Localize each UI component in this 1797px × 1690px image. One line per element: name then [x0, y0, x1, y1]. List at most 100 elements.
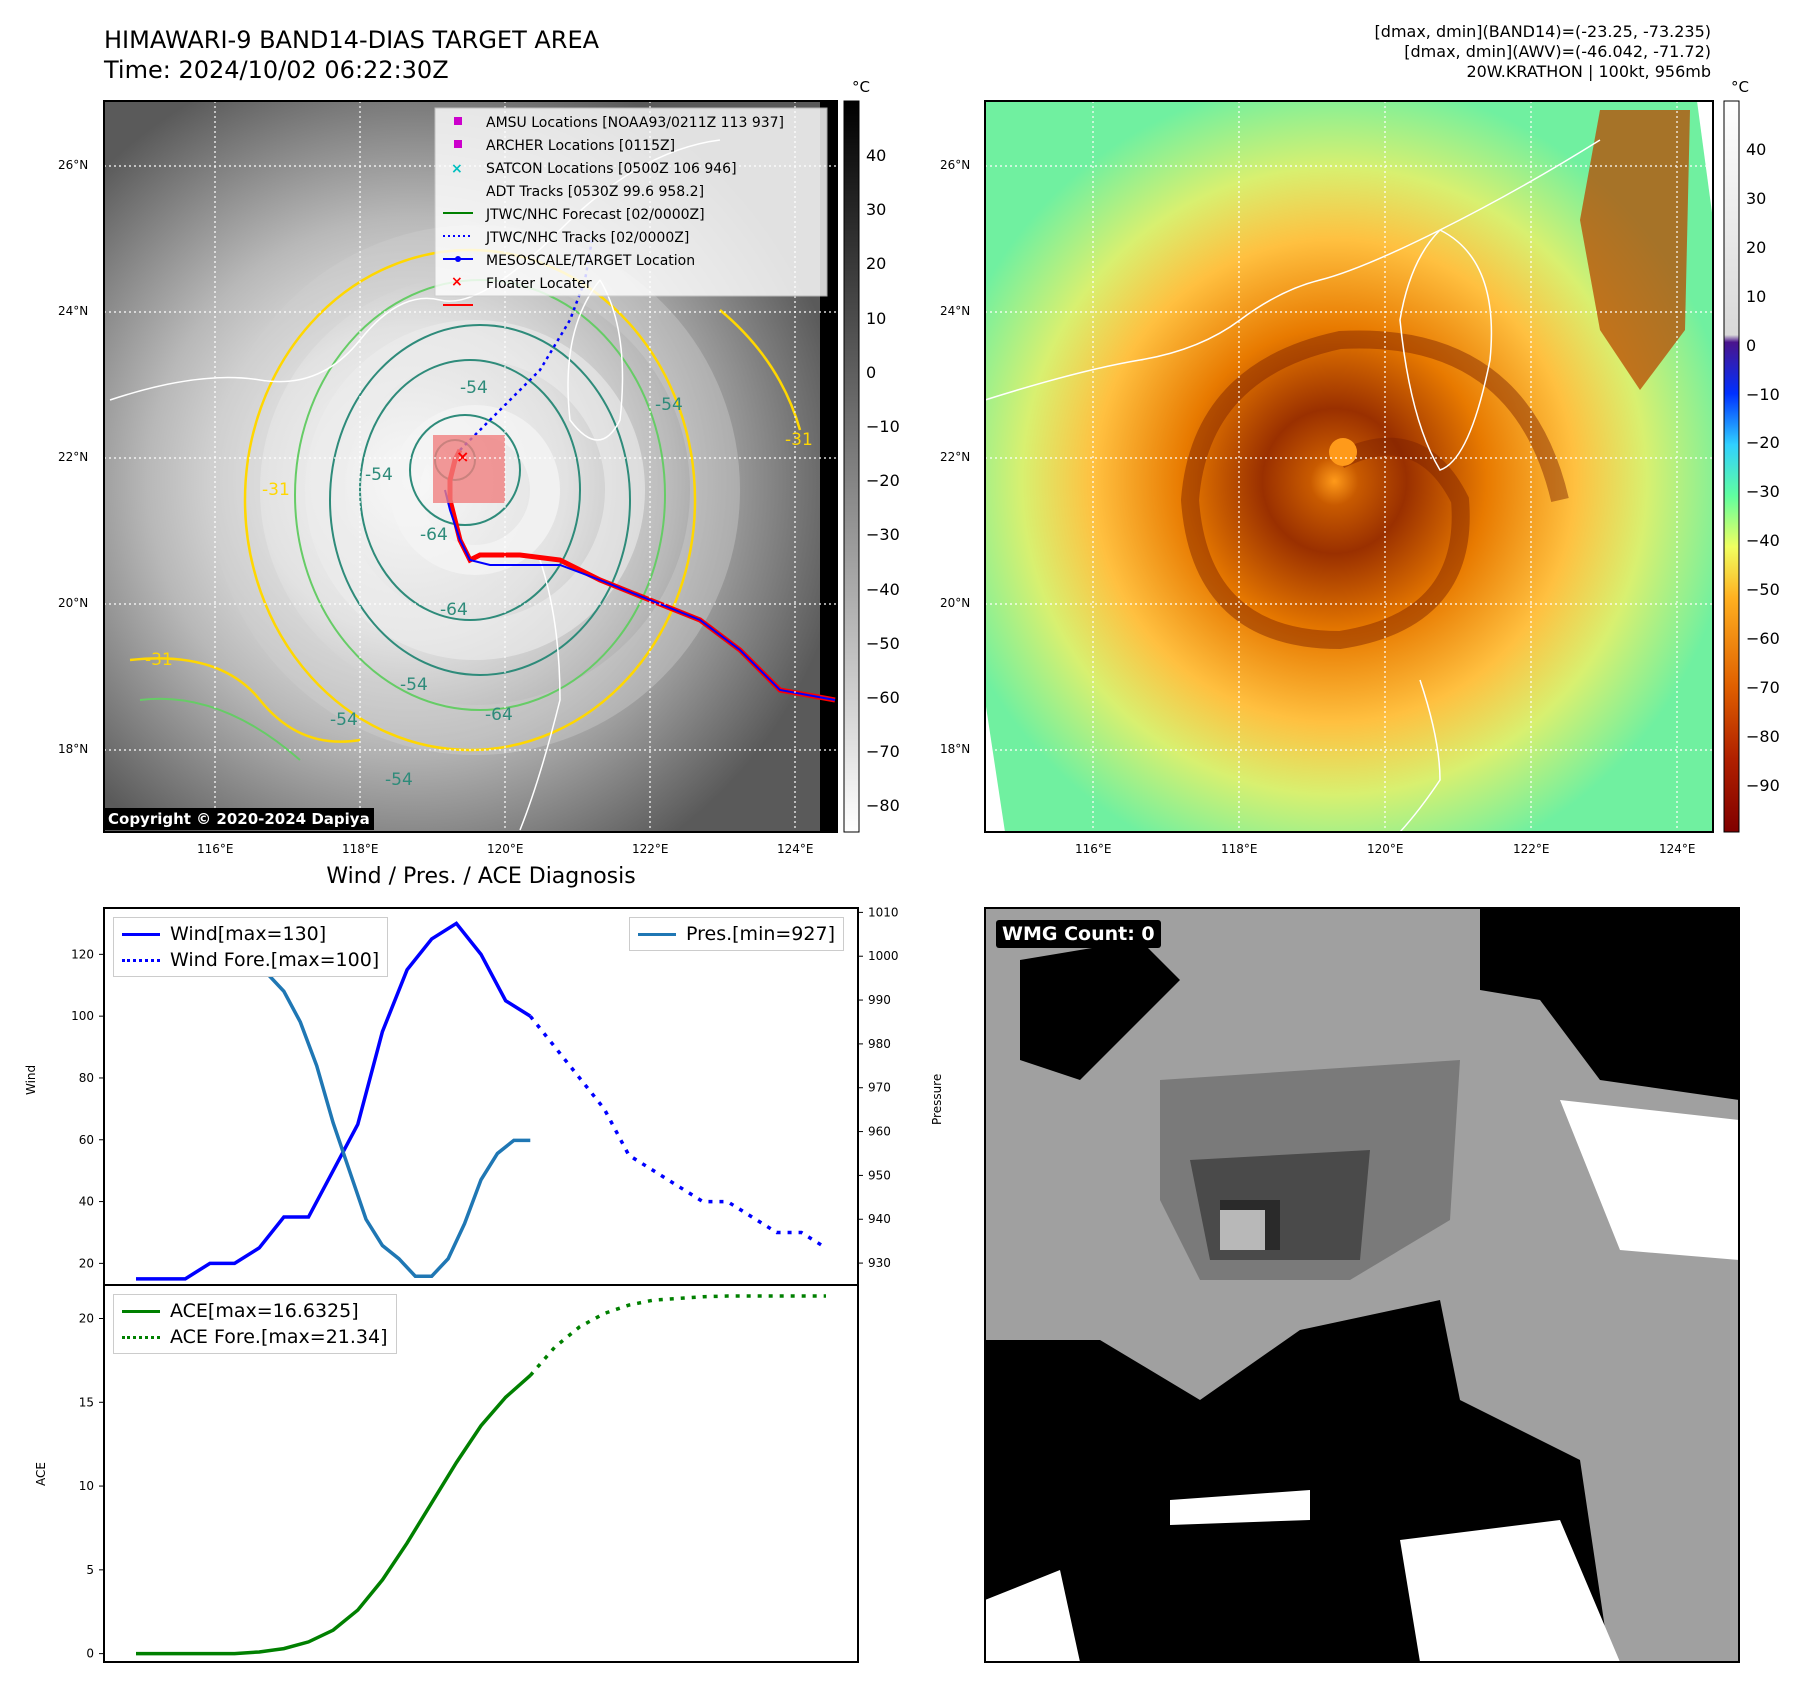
ace-ytick-label: 10 [79, 1479, 94, 1493]
lon-label: 124°E [1659, 842, 1696, 856]
wind-ytick-label: 20 [79, 1256, 94, 1270]
ace-ytick-label: 15 [79, 1395, 94, 1409]
ace-ytick-label: 5 [86, 1563, 94, 1577]
lat-label: 22°N [940, 450, 971, 464]
lat-label: 20°N [58, 596, 89, 610]
lat-label: 26°N [58, 158, 89, 172]
pressure-ytick-label: 1010 [868, 905, 899, 919]
lat-label: 24°N [940, 304, 971, 318]
right-gridlines [985, 101, 1713, 832]
colorbar-tick: 40 [866, 146, 887, 165]
legend-ace-forecast: ACE Fore.[max=21.34] [122, 1324, 388, 1350]
pressure-axis-label: Pressure [930, 1073, 944, 1125]
colorbar-tick: 10 [866, 308, 887, 328]
ace-series-0 [136, 1374, 532, 1656]
colorbar-tick: 30 [866, 200, 887, 220]
ace-axis-label: ACE [34, 1462, 48, 1486]
wind-axis-label: Wind [24, 1064, 38, 1095]
colorbar-tick: 10 [1746, 286, 1767, 306]
dmax-awv: [dmax, dmin](AWV)=(-46.042, -71.72) [1404, 42, 1711, 61]
pressure-ytick-label: 990 [868, 993, 891, 1007]
colorbar-tick: −70 [1746, 677, 1780, 697]
pressure-ytick-label: 970 [868, 1081, 891, 1095]
legend-target: MESOSCALE/TARGET Location [486, 253, 696, 269]
wind-series-0 [136, 921, 532, 1281]
left-colorbar [843, 100, 860, 833]
contour-label: -31 [262, 480, 290, 500]
legend-satcon: SATCON Locations [0500Z 106 946] [486, 161, 737, 177]
wind-ytick-label: 100 [71, 1009, 94, 1023]
lon-label: 118°E [1221, 842, 1258, 856]
colorbar-tick: −20 [866, 471, 900, 491]
ace-ytick-label: 0 [86, 1647, 94, 1661]
target-marker: × [456, 447, 469, 466]
dmax-band14: [dmax, dmin](BAND14)=(-23.25, -73.235) [1374, 22, 1711, 41]
legend-adt: ADT Tracks [0530Z 99.6 958.2] [486, 184, 705, 200]
ace-legend: ACE[max=16.6325] ACE Fore.[max=21.34] [113, 1294, 397, 1354]
pressure-ytick-label: 960 [868, 1125, 891, 1139]
colorbar-tick: −50 [866, 633, 900, 653]
legend-wind: Wind[max=130] [122, 921, 379, 947]
colorbar-tick: −30 [1746, 482, 1780, 502]
cold-cloud-patch [1580, 110, 1690, 390]
contour-label: -54 [385, 770, 413, 790]
svg-text:×: × [451, 274, 463, 290]
svg-text:×: × [451, 161, 463, 177]
colorbar-tick: −10 [1746, 384, 1780, 404]
diagnosis-title: Wind / Pres. / ACE Diagnosis [326, 864, 636, 889]
colorbar-tick: −20 [1746, 433, 1780, 453]
legend-ace: ACE[max=16.6325] [122, 1298, 388, 1324]
storm-info: 20W.KRATHON | 100kt, 956mb [1466, 62, 1711, 81]
chart-time: Time: 2024/10/02 06:22:30Z [104, 56, 449, 84]
wind-ytick-label: 40 [79, 1195, 94, 1209]
legend-floater: Floater Locater [486, 276, 592, 292]
colorbar-tick: −70 [866, 742, 900, 762]
contour-label: -31 [785, 430, 813, 450]
right-coastlines [984, 139, 1601, 833]
right-map-frame [984, 100, 1714, 833]
colorbar-tick: 40 [1746, 140, 1767, 159]
pressure-ytick-label: 950 [868, 1168, 891, 1182]
contour-label: -54 [400, 675, 428, 695]
wind-ytick-label: 60 [79, 1133, 94, 1147]
colorbar-tick: −30 [866, 525, 900, 545]
lon-label: 124°E [777, 842, 814, 856]
legend-archer: ARCHER Locations [0115Z] [486, 138, 676, 154]
contour-label: -54 [330, 710, 358, 730]
colorbar-tick: −60 [1746, 629, 1780, 648]
lon-label: 122°E [1513, 842, 1550, 856]
pressure-ytick-label: 930 [868, 1256, 891, 1270]
colorbar-tick: 0 [866, 362, 877, 382]
colorbar-tick: −80 [1746, 726, 1780, 746]
ace-ytick-label: 20 [79, 1312, 94, 1326]
lat-label: 18°N [940, 742, 971, 756]
legend-wind-forecast: Wind Fore.[max=100] [122, 947, 379, 973]
temperature-image [985, 101, 1713, 832]
lat-label: 20°N [940, 596, 971, 610]
lat-label: 18°N [58, 742, 89, 756]
header-info: [dmax, dmin](BAND14)=(-23.25, -73.235) [… [1375, 22, 1711, 82]
lon-label: 122°E [632, 842, 669, 856]
lat-label: 26°N [940, 158, 971, 172]
colorbar-tick: 20 [866, 254, 887, 274]
contour-label: -64 [440, 600, 468, 620]
wmg-count: WMG Count: 0 [996, 920, 1161, 948]
chart-title: HIMAWARI-9 BAND14-DIAS TARGET AREA [104, 26, 600, 54]
lat-label: 24°N [58, 304, 89, 318]
contour-label: -54 [460, 378, 488, 398]
wmg-frame [984, 907, 1740, 1663]
contour-label: -31 [145, 650, 173, 670]
ace-series-1 [528, 1294, 826, 1377]
lat-label: 22°N [58, 450, 89, 464]
colorbar-tick: 20 [1746, 237, 1767, 257]
contour-label: -64 [420, 525, 448, 545]
lon-label: 120°E [487, 842, 524, 856]
colorbar-unit: °C [1731, 78, 1749, 96]
colorbar-tick: −10 [866, 417, 900, 436]
wind-series-1 [528, 1015, 827, 1250]
pressure-ytick-label: 940 [868, 1212, 891, 1226]
lon-label: 116°E [1075, 842, 1112, 856]
colorbar-tick: −80 [866, 796, 900, 816]
spiral-bands [1180, 330, 1569, 650]
lon-label: 116°E [197, 842, 234, 856]
